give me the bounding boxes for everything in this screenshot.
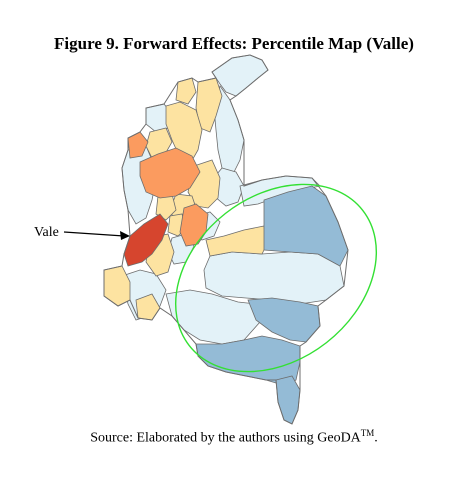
figure-caption: Source: Elaborated by the authors using … — [0, 428, 468, 447]
region-group-dark-red — [123, 213, 169, 267]
region-group-light-yellow — [103, 77, 267, 321]
region-narino — [103, 265, 131, 307]
caption-text: Source: Elaborated by the authors using … — [90, 430, 361, 446]
caption-end: . — [374, 430, 378, 446]
region-antioquia — [139, 147, 201, 199]
region-group-steel-blue — [195, 185, 349, 425]
region-meta — [203, 251, 345, 305]
region-bolivar — [165, 101, 203, 165]
region-group-orange — [127, 131, 209, 247]
region-caldas — [179, 203, 209, 247]
caption-superscript: TM — [360, 428, 375, 438]
highlight-ellipse — [174, 183, 378, 373]
figure-title: Figure 9. Forward Effects: Percentile Ma… — [54, 34, 414, 53]
region-amazonas-tail — [275, 375, 301, 425]
annotation-arrow-head — [120, 231, 130, 240]
region-guainia — [247, 297, 321, 343]
country-outline — [103, 54, 349, 425]
annotation-label: Vale — [34, 225, 59, 240]
annotation-arrow-line — [63, 231, 125, 237]
region-valle — [123, 213, 169, 267]
